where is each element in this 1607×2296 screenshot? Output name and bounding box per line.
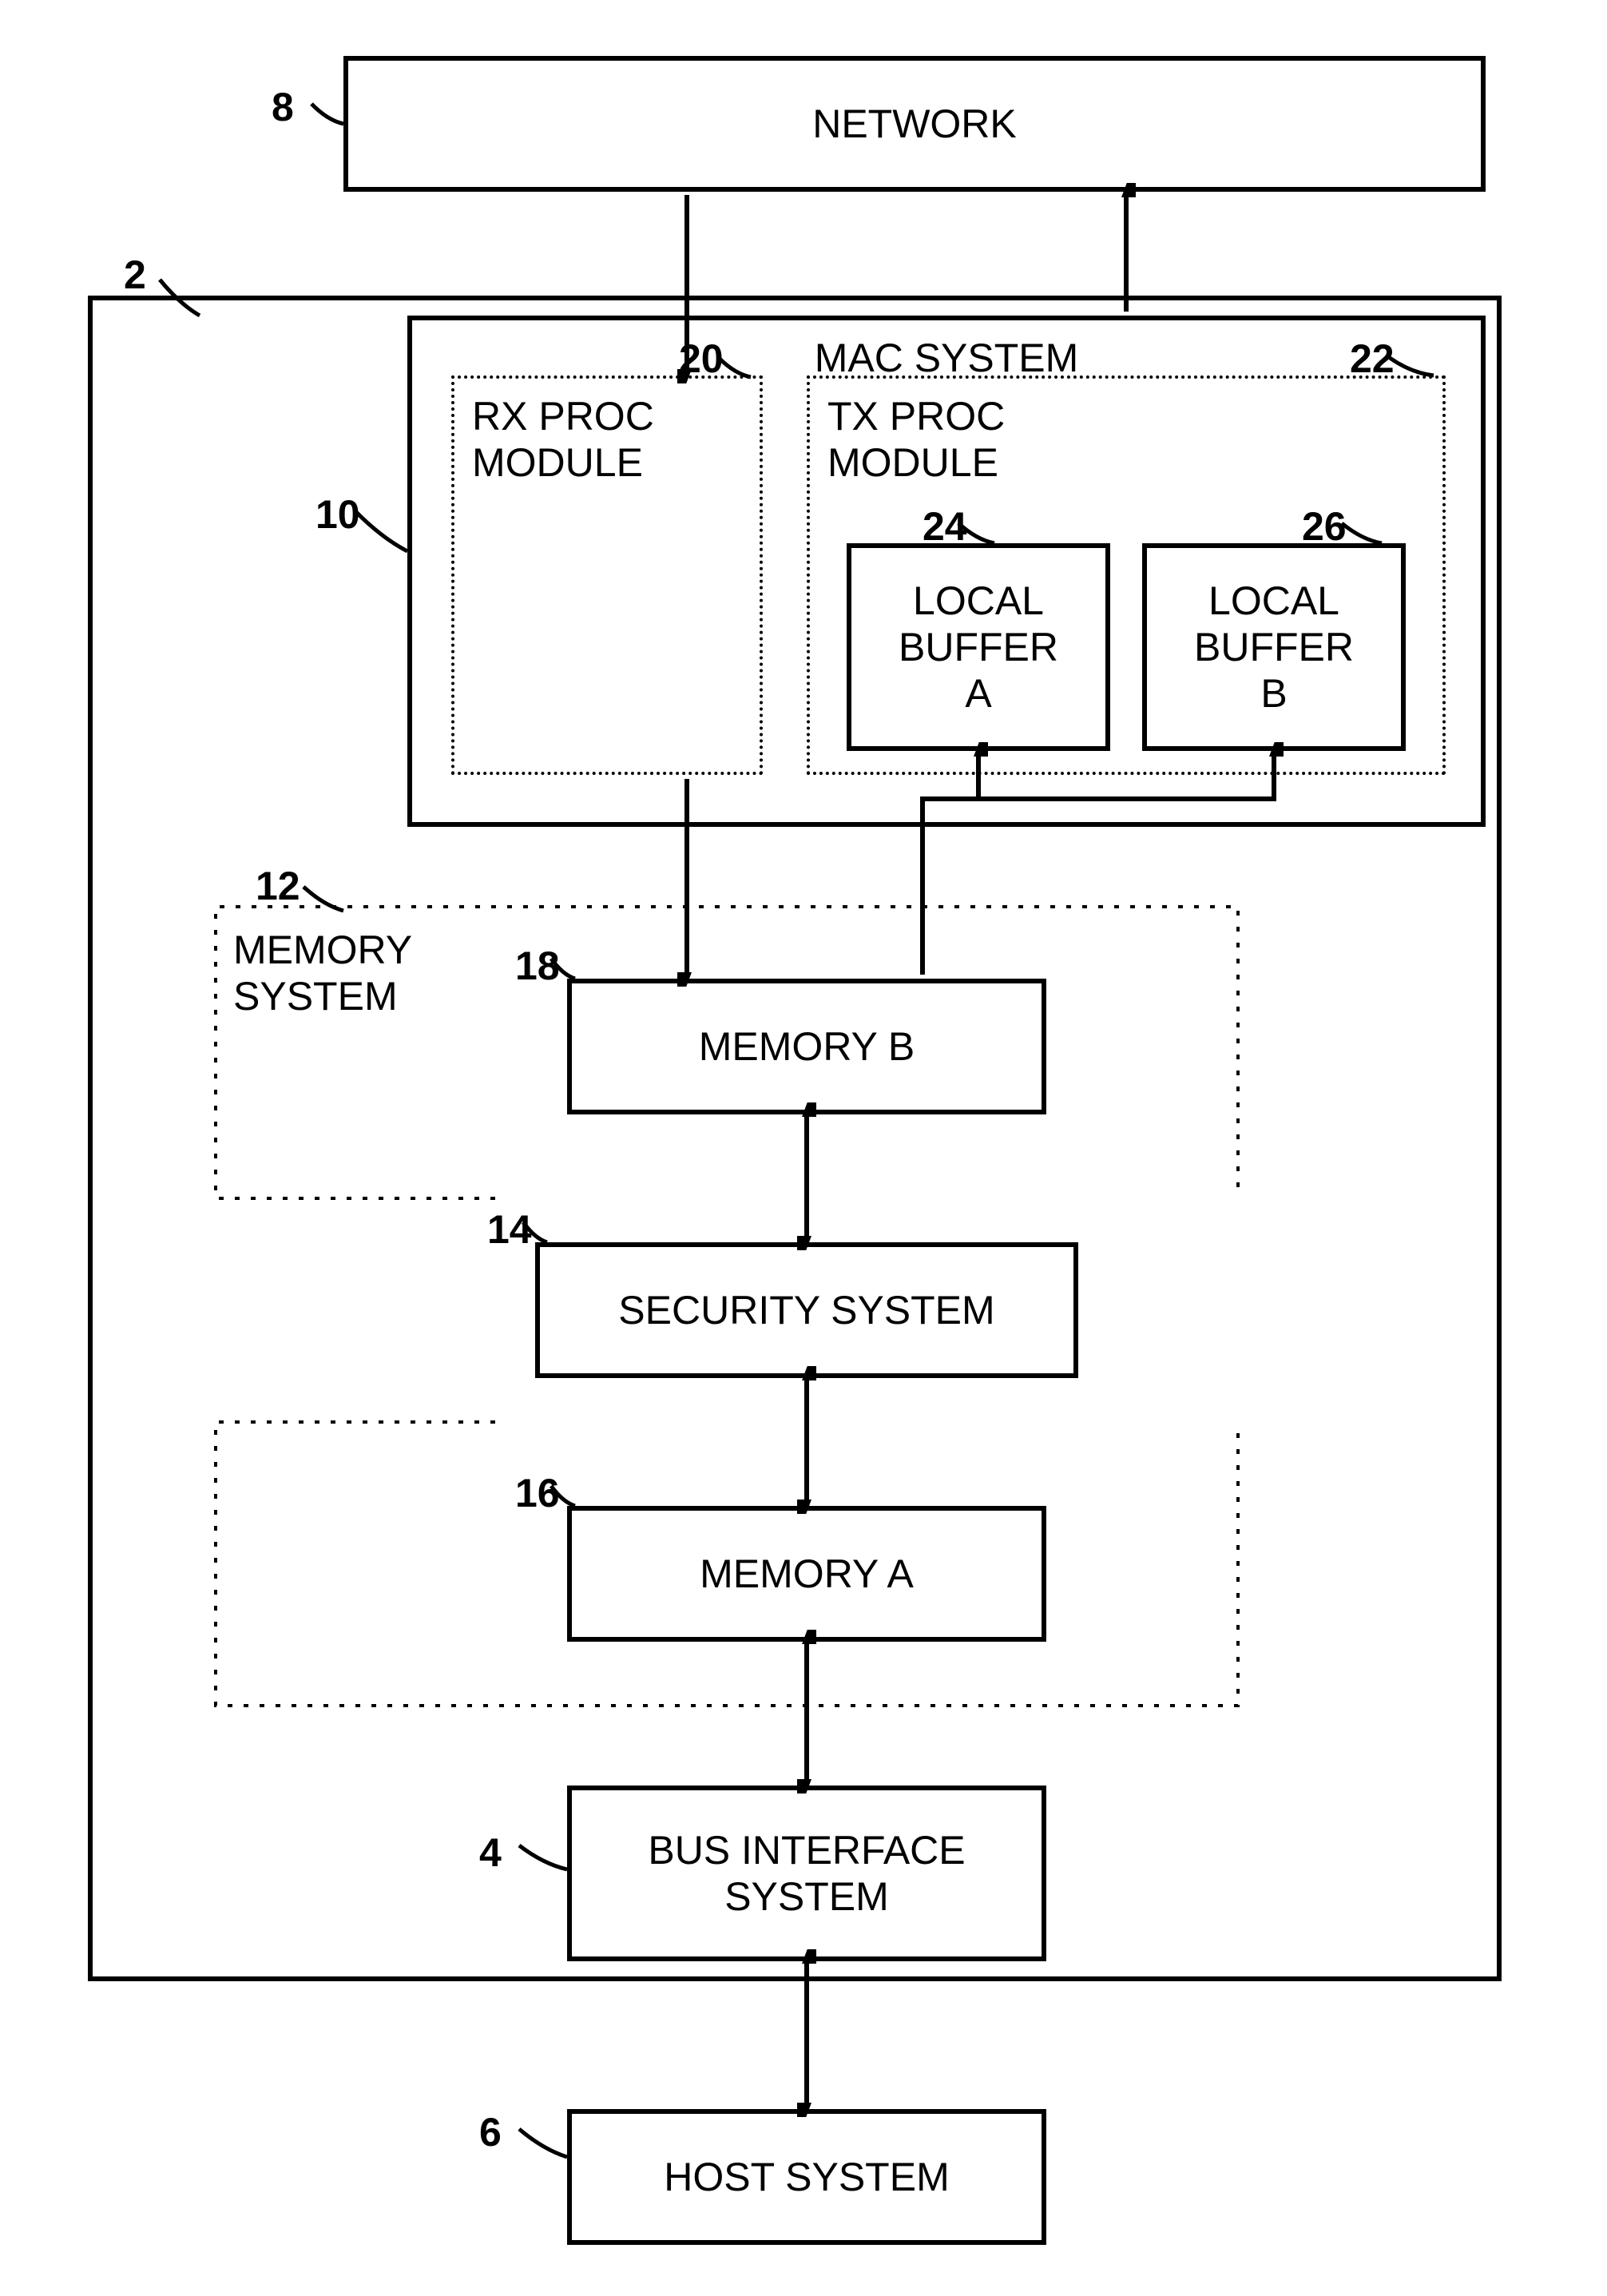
- refnum-2: 2: [124, 252, 146, 298]
- refnum-22: 22: [1350, 336, 1395, 382]
- leader-12: [519, 2129, 567, 2157]
- box-mem_a: MEMORY A: [567, 1506, 1046, 1642]
- box-mem_b: MEMORY B: [567, 979, 1046, 1114]
- diagram-canvas: NETWORK INTERFACE SYSTEMMAC SYSTEMRX PRO…: [0, 0, 1607, 2296]
- refnum-6: 6: [479, 2109, 502, 2155]
- box-host: HOST SYSTEM: [567, 2109, 1046, 2245]
- box-buf_b: LOCAL BUFFER B: [1142, 543, 1406, 751]
- box-network: NETWORK: [343, 56, 1486, 192]
- refnum-26: 26: [1302, 503, 1347, 550]
- box-rx: RX PROC MODULE: [451, 375, 763, 775]
- box-label-mem_sys: MEMORY SYSTEM: [233, 927, 412, 1019]
- refnum-12: 12: [256, 863, 300, 909]
- refnum-20: 20: [679, 336, 724, 382]
- box-label-tx: TX PROC MODULE: [810, 379, 1442, 500]
- refnum-4: 4: [479, 1829, 502, 1876]
- refnum-18: 18: [515, 943, 560, 989]
- box-buf_a: LOCAL BUFFER A: [847, 543, 1110, 751]
- refnum-16: 16: [515, 1470, 560, 1516]
- leader-0: [311, 104, 343, 124]
- refnum-24: 24: [923, 503, 967, 550]
- box-security: SECURITY SYSTEM: [535, 1242, 1078, 1378]
- refnum-14: 14: [487, 1206, 532, 1253]
- box-label-rx: RX PROC MODULE: [454, 379, 760, 500]
- refnum-8: 8: [272, 84, 294, 130]
- refnum-10: 10: [315, 491, 360, 538]
- box-bus: BUS INTERFACE SYSTEM: [567, 1786, 1046, 1961]
